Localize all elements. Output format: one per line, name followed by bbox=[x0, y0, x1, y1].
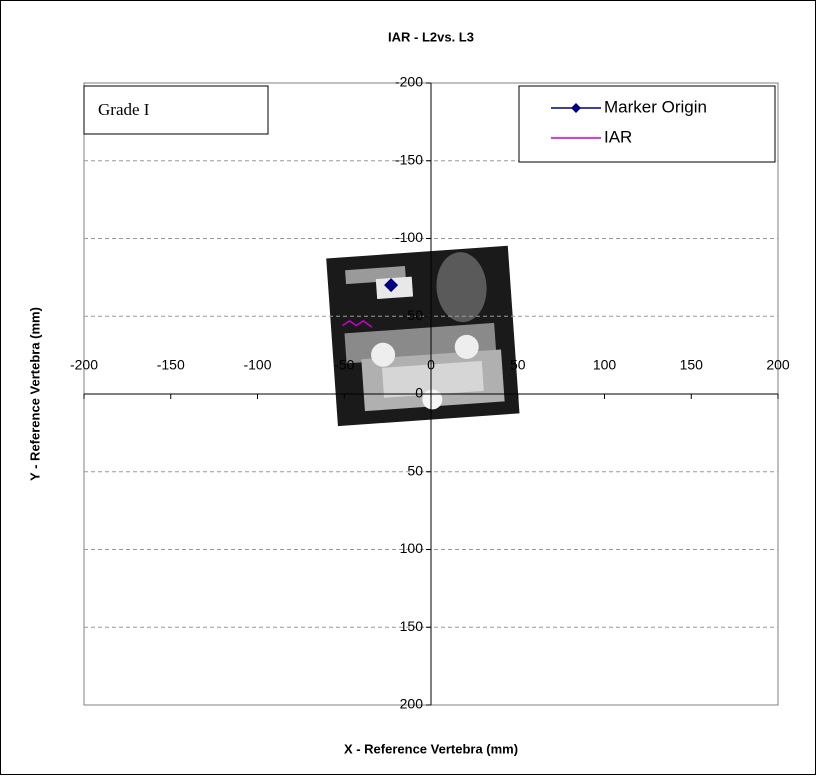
y-tick-label: -200 bbox=[395, 74, 423, 90]
x-tick-label: 50 bbox=[510, 357, 526, 373]
x-axis-label: X - Reference Vertebra (mm) bbox=[344, 741, 518, 756]
x-tick-label: 200 bbox=[766, 357, 790, 373]
y-tick-label: -150 bbox=[395, 151, 423, 167]
y-axis-label: Y - Reference Vertebra (mm) bbox=[27, 307, 42, 481]
y-tick-label: -100 bbox=[395, 229, 423, 245]
x-tick-label: -150 bbox=[157, 357, 185, 373]
y-tick-label: -50 bbox=[403, 307, 423, 323]
y-tick-label: 100 bbox=[400, 540, 424, 556]
x-tick-label: -200 bbox=[70, 357, 98, 373]
y-tick-label: 200 bbox=[400, 696, 424, 712]
x-tick-label: 150 bbox=[680, 357, 704, 373]
x-tick-label: -50 bbox=[334, 357, 354, 373]
chart-title: IAR - L2vs. L3 bbox=[388, 29, 474, 44]
x-tick-label: -100 bbox=[243, 357, 271, 373]
legend-label: IAR bbox=[604, 127, 632, 146]
x-tick-label: 100 bbox=[593, 357, 617, 373]
y-tick-label: 0 bbox=[415, 385, 423, 401]
chart: IAR - L2vs. L3 X - Reference Vertebra (m… bbox=[0, 0, 817, 776]
legend-label: Marker Origin bbox=[604, 97, 707, 116]
annotation: Grade I bbox=[98, 100, 150, 119]
page: {"chart_data": {"type": "scatter", "titl… bbox=[0, 0, 817, 776]
y-tick-label: 150 bbox=[400, 618, 424, 634]
y-tick-label: 50 bbox=[407, 462, 423, 478]
